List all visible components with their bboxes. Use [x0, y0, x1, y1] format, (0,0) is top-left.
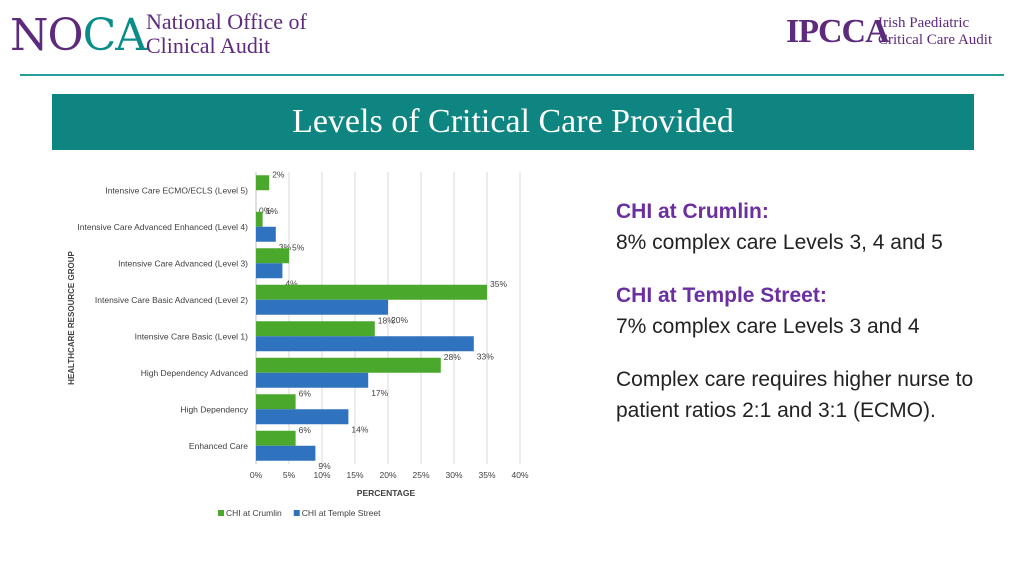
noca-line-1: National Office of	[146, 9, 307, 34]
note-crumlin-heading: CHI at Crumlin:	[616, 200, 769, 223]
note-complex-care: Complex care requires higher nurse to pa…	[616, 364, 996, 426]
note-temple-street-body: 7% complex care Levels 3 and 4	[616, 315, 920, 338]
notes-panel: CHI at Crumlin: 8% complex care Levels 3…	[616, 196, 996, 448]
category-label: Intensive Care Basic (Level 1)	[135, 331, 249, 341]
x-tick-label: 30%	[445, 470, 462, 480]
data-label: 17%	[371, 388, 388, 398]
bar-temple-street	[256, 263, 283, 279]
x-axis-title: PERCENTAGE	[357, 488, 416, 498]
noca-line-2: Clinical Audit	[146, 33, 271, 58]
data-label: 35%	[490, 279, 507, 289]
data-label: 6%	[299, 388, 312, 398]
x-tick-label: 40%	[511, 470, 528, 480]
x-tick-label: 35%	[478, 470, 495, 480]
data-label: 6%	[299, 425, 312, 435]
ipcca-line-1: Irish Paediatric	[878, 15, 970, 31]
ipcca-logo-mark: IPCCA	[786, 13, 890, 50]
bar-crumlin	[256, 175, 270, 191]
bar-crumlin	[256, 248, 289, 264]
category-label: Intensive Care Advanced Enhanced (Level …	[77, 222, 248, 232]
x-tick-label: 5%	[283, 470, 296, 480]
bar-crumlin	[256, 284, 487, 300]
note-complex-care-body: Complex care requires higher nurse to pa…	[616, 368, 974, 422]
note-temple-street: CHI at Temple Street: 7% complex care Le…	[616, 280, 996, 342]
note-crumlin-body: 8% complex care Levels 3, 4 and 5	[616, 231, 943, 254]
category-label: Intensive Care ECMO/ECLS (Level 5)	[105, 185, 248, 195]
bar-crumlin	[256, 430, 296, 446]
bar-crumlin	[256, 394, 296, 410]
data-label: 5%	[292, 242, 305, 252]
data-label: 20%	[391, 315, 408, 325]
noca-logo-text: National Office of Clinical Audit	[146, 10, 307, 58]
category-label: Enhanced Care	[189, 441, 248, 451]
bar-crumlin	[256, 321, 375, 337]
legend-label-crumlin: CHI at Crumlin	[226, 508, 282, 518]
page-title: Levels of Critical Care Provided	[52, 94, 974, 150]
data-label: 0%	[259, 205, 272, 215]
legend-label-temple-street: CHI at Temple Street	[302, 508, 381, 518]
data-label: 9%	[318, 461, 331, 471]
data-label: 1%	[266, 206, 279, 216]
noca-logo: NOCA National Office of Clinical Audit	[10, 8, 340, 64]
x-tick-label: 15%	[346, 470, 363, 480]
data-label: 18%	[378, 315, 395, 325]
data-label: 3%	[279, 242, 292, 252]
ipcca-logo: IPCCA Irish Paediatric Critical Care Aud…	[786, 12, 1016, 56]
bar-temple-street	[256, 336, 474, 352]
x-tick-label: 20%	[379, 470, 396, 480]
ipcca-logo-text: Irish Paediatric Critical Care Audit	[878, 15, 992, 49]
bar-chart: 0% 5% 10% 15% 20% 25% 30% 35% 40% PERCENTAGE HEALT…	[67, 169, 529, 518]
category-label: Intensive Care Advanced (Level 3)	[118, 258, 248, 268]
bar-temple-street	[256, 372, 369, 388]
data-label: 14%	[351, 424, 368, 434]
bar-temple-street	[256, 299, 388, 315]
note-temple-street-heading: CHI at Temple Street:	[616, 284, 827, 307]
bar-crumlin	[256, 357, 441, 373]
x-tick-label: 10%	[313, 470, 330, 480]
data-label: 28%	[444, 352, 461, 362]
category-label: High Dependency	[180, 404, 248, 414]
category-label: High Dependency Advanced	[141, 368, 249, 378]
noca-mark-ca: CA	[82, 10, 147, 61]
x-tick-label: 0%	[250, 470, 263, 480]
bar-temple-street	[256, 445, 316, 461]
data-label: 2%	[272, 169, 285, 179]
noca-logo-mark: NOCA	[10, 10, 147, 61]
bar-temple-street	[256, 226, 276, 242]
y-axis-title: HEALTHCARE RESOURCE GROUP	[67, 251, 76, 385]
header: NOCA National Office of Clinical Audit I…	[0, 0, 1024, 76]
noca-mark-no: NO	[10, 10, 84, 61]
legend-swatch-temple-street	[293, 510, 300, 516]
bar-crumlin	[256, 211, 263, 227]
bar-temple-street	[256, 409, 349, 425]
data-label: 4%	[285, 278, 298, 288]
legend-swatch-crumlin	[218, 510, 224, 516]
note-crumlin: CHI at Crumlin: 8% complex care Levels 3…	[616, 196, 996, 258]
data-label: 33%	[477, 351, 494, 361]
header-divider	[20, 74, 1004, 76]
category-label: Intensive Care Basic Advanced (Level 2)	[95, 295, 248, 305]
x-tick-label: 25%	[412, 470, 429, 480]
ipcca-line-2: Critical Care Audit	[878, 32, 993, 48]
